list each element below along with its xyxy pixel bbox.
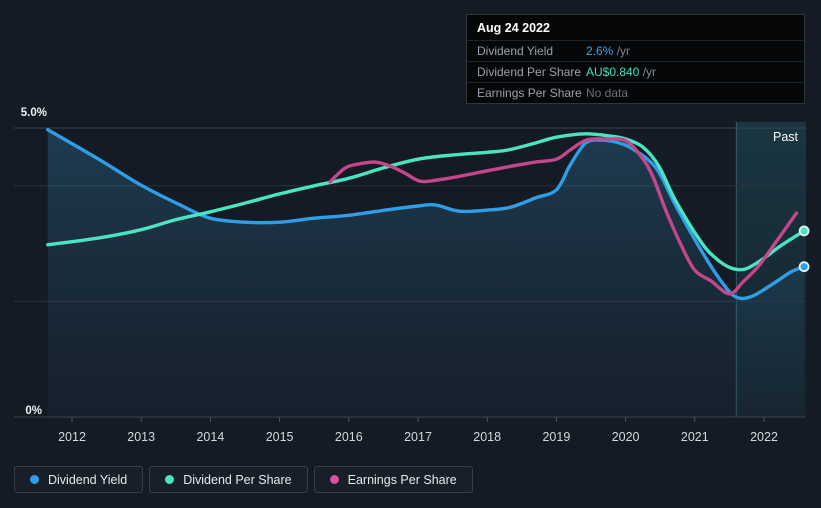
y-axis-bottom-label: 0% [25,405,42,417]
y-axis-top-label: 5.0% [20,107,47,119]
tooltip-label: Dividend Yield [477,44,554,58]
tooltip-row-dividend-per-share: Dividend Per Share AU$0.840 /yr [467,61,804,82]
legend-item-dividend-per-share[interactable]: Dividend Per Share [149,466,308,493]
legend-item-dividend-yield[interactable]: Dividend Yield [14,466,144,493]
dividend-per-share-dot-icon [165,475,175,484]
dividend-yield-area [47,129,805,417]
earnings-per-share-dot-icon [329,475,339,484]
chart-legend: Dividend Yield Dividend Per Share Earnin… [14,466,473,493]
dividend-per-share-end-dot [798,225,810,237]
legend-label: Dividend Yield [48,472,128,487]
dividend-per-share-line[interactable] [46,132,806,272]
x-axis-year-label: 2020 [611,430,640,444]
x-axis-year-label: 2016 [334,430,363,444]
legend-item-earnings-per-share[interactable]: Earnings Per Share [313,466,473,493]
tooltip-label: Dividend Per Share [477,65,582,79]
dividend-yield-end-dot [798,261,810,273]
tooltip-value-suffix: /yr [613,44,631,58]
x-axis-year-label: 2019 [542,430,571,444]
dividend-yield-dot-icon [30,475,39,484]
chart-tooltip: Aug 24 2022 Dividend Yield 2.6% /yr Divi… [466,14,805,104]
tooltip-date: Aug 24 2022 [477,21,550,35]
tooltip-value-suffix: /yr [639,65,657,79]
x-axis-year-label: 2015 [265,430,294,444]
x-axis-year-label: 2014 [196,430,225,444]
legend-label: Dividend Per Share [183,472,292,487]
x-axis-year-label: 2017 [404,430,432,444]
tooltip-row-dividend-yield: Dividend Yield 2.6% /yr [467,40,804,61]
tooltip-value: AU$0.840 [586,65,640,79]
tooltip-row-earnings-per-share: Earnings Per Share No data [467,82,804,103]
tooltip-label: Earnings Per Share [477,86,582,100]
x-axis-year-label: 2022 [750,430,778,444]
x-axis-year-label: 2013 [127,430,156,444]
legend-label: Earnings Per Share [347,472,457,487]
x-axis-year-label: 2012 [58,430,86,444]
x-axis-year-label: 2021 [680,430,709,444]
past-region-label: Past [772,130,798,144]
earnings-per-share-line[interactable] [328,137,799,296]
x-axis-year-label: 2018 [473,430,502,444]
dividend-yield-line[interactable] [46,127,806,301]
tooltip-value: 2.6% [586,44,614,58]
tooltip-value: No data [586,86,629,100]
